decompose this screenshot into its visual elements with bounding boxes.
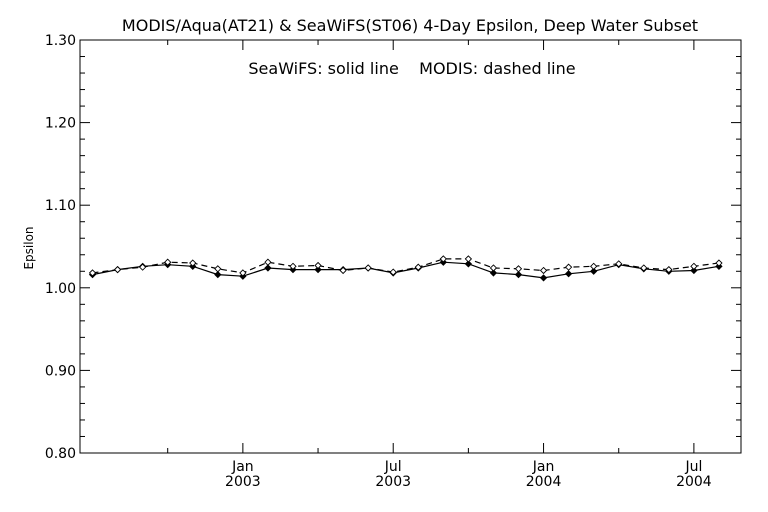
modis-data-point xyxy=(113,265,122,274)
seawifs-data-point xyxy=(489,269,498,277)
y-tick-label: 1.10 xyxy=(45,198,76,214)
seawifs-data-point xyxy=(564,270,573,278)
modis-data-point xyxy=(289,262,297,270)
y-tick-label: 1.00 xyxy=(45,281,76,297)
x-tick-month: Jan xyxy=(231,459,254,475)
modis-data-point xyxy=(640,264,648,272)
modis-data-point xyxy=(189,259,197,267)
y-tick-label: 0.80 xyxy=(45,446,76,462)
y-tick-label: 1.20 xyxy=(45,116,76,132)
modis-data-point xyxy=(715,259,723,267)
modis-data-point xyxy=(690,262,698,270)
modis-data-point xyxy=(414,263,422,271)
x-tick-year: 2003 xyxy=(375,474,411,490)
seawifs-data-point xyxy=(590,267,598,275)
modis-data-point xyxy=(464,255,473,263)
modis-data-point xyxy=(665,265,673,274)
modis-series-line xyxy=(92,258,719,274)
y-axis-label: Epsilon xyxy=(22,226,36,269)
seawifs-data-point xyxy=(264,264,272,272)
x-tick-month: Jul xyxy=(384,459,402,475)
seawifs-data-point xyxy=(464,260,473,268)
modis-data-point xyxy=(239,269,247,277)
x-tick-year: 2003 xyxy=(225,474,261,490)
y-tick-label: 0.90 xyxy=(45,363,76,379)
modis-data-point xyxy=(364,264,372,272)
y-tick-label: 1.30 xyxy=(45,33,76,49)
x-tick-month: Jan xyxy=(532,459,555,475)
x-tick-year: 2004 xyxy=(526,474,562,490)
x-tick-year: 2004 xyxy=(676,474,712,490)
modis-data-point xyxy=(514,265,523,273)
chart-title: MODIS/Aqua(AT21) & SeaWiFS(ST06) 4-Day E… xyxy=(122,16,698,35)
modis-data-point xyxy=(139,263,147,271)
x-tick-month: Jul xyxy=(684,459,702,475)
axis-ticks: 0.800.901.001.101.201.30Jan2003Jul2003Ja… xyxy=(45,33,741,490)
modis-data-point xyxy=(339,266,347,275)
modis-data-point xyxy=(389,268,397,276)
seawifs-data-point xyxy=(539,274,548,282)
modis-data-point xyxy=(615,260,623,268)
modis-data-point xyxy=(88,269,97,277)
modis-data-point xyxy=(264,258,272,266)
modis-data-point xyxy=(489,264,498,272)
seawifs-data-point xyxy=(314,265,322,274)
line-style-note: SeaWiFS: solid line MODIS: dashed line xyxy=(248,59,575,78)
seawifs-data-point xyxy=(690,266,698,275)
modis-data-point xyxy=(439,255,447,263)
plot-frame xyxy=(79,39,742,454)
modis-data-point xyxy=(314,261,322,270)
chart-marks xyxy=(88,255,723,282)
modis-data-point xyxy=(164,258,172,266)
seawifs-data-point xyxy=(214,270,222,279)
modis-data-point xyxy=(214,265,222,273)
seawifs-data-point xyxy=(514,270,523,279)
modis-data-point xyxy=(539,266,548,275)
modis-data-point xyxy=(564,263,573,271)
modis-data-point xyxy=(590,262,598,270)
seawifs-series-line xyxy=(92,261,719,279)
